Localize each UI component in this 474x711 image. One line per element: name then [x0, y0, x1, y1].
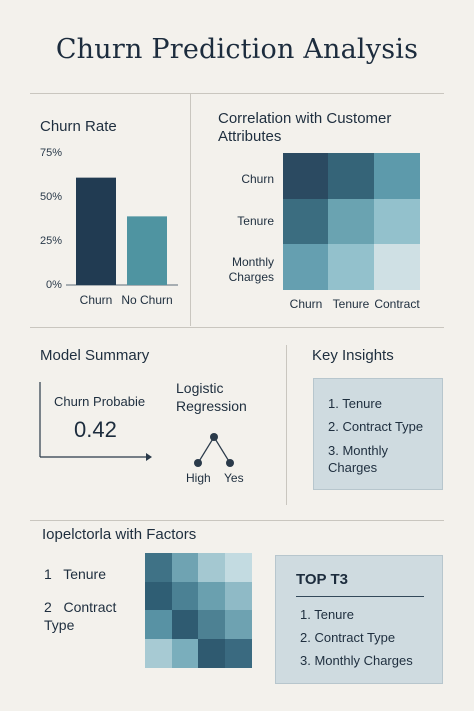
y-tick-0: 0%	[46, 279, 62, 291]
corr-cell-0-1	[328, 153, 375, 199]
corr-cell-1-1	[328, 198, 375, 245]
factor-cell-0-1	[171, 553, 199, 582]
factor-cell-3-3	[224, 638, 252, 668]
divider-vertical-2	[286, 345, 287, 505]
top3-card: TOP T3 1. Tenure 2. Contract Type 3. Mon…	[275, 555, 443, 684]
top3-heading: TOP T3	[296, 571, 348, 588]
factor-cell-0-3	[224, 553, 252, 582]
divider-top	[30, 93, 444, 94]
factor-cell-1-0	[145, 581, 172, 611]
churn-probability-value: 0.42	[74, 417, 117, 442]
corr-cell-0-2	[373, 153, 420, 199]
factor-cell-2-2	[198, 610, 225, 639]
factor-cell-3-1	[171, 638, 199, 668]
key-insights-card: 1. Tenure 2. Contract Type 3. Monthly Ch…	[313, 378, 443, 490]
y-tick-50: 50%	[40, 191, 63, 203]
bar-no-churn	[127, 216, 167, 285]
key-insight-item-1: 1. Tenure	[328, 396, 382, 411]
y-tick-25: 25%	[40, 235, 63, 247]
correlation-heatmap	[283, 153, 420, 291]
key-insight-item-3a: 3. Monthly Charges	[328, 443, 388, 475]
corr-row-monthly-charges: Monthly Charges	[228, 255, 274, 284]
corr-cell-2-2	[373, 244, 420, 291]
y-tick-75: 75%	[40, 147, 63, 159]
factor-cell-3-0	[145, 638, 172, 668]
model-type-line1: Logistic	[176, 380, 224, 396]
factor-cell-1-3	[224, 581, 252, 611]
key-insight-item-2: 2. Contract Type	[328, 419, 424, 434]
factor-cell-0-2	[198, 553, 225, 582]
churn-rate-chart: Churn No Churn	[66, 177, 178, 307]
probability-axis	[39, 382, 152, 461]
divider-vertical-1	[190, 93, 191, 326]
factors-heatmap	[145, 553, 252, 668]
corr-col-churn: Churn	[289, 297, 323, 311]
divider-bottom	[30, 520, 444, 521]
decision-tree-icon	[194, 433, 234, 467]
corr-col-tenure: Tenure	[332, 297, 370, 311]
corr-row-tenure: Tenure	[237, 214, 274, 228]
top3-item-1: 1. Tenure	[300, 607, 354, 622]
x-label-churn: Churn	[80, 293, 113, 307]
factor-cell-2-3	[224, 610, 252, 639]
factor-cell-2-1	[171, 610, 199, 639]
factors-heading: Iopelctorla with Factors	[42, 526, 197, 543]
factor-item-2: 2 Contract Type	[44, 599, 121, 633]
churn-rate-heading: Churn Rate	[40, 118, 117, 135]
top3-item-2: 2. Contract Type	[300, 630, 396, 645]
node-label-yes: Yes	[224, 471, 244, 485]
corr-row-churn: Churn	[241, 172, 274, 186]
model-summary-heading: Model Summary	[40, 347, 150, 364]
top3-item-3: 3. Monthly Charges	[300, 653, 413, 668]
factor-cell-3-2	[198, 638, 225, 668]
factor-cell-1-1	[171, 581, 199, 611]
factor-item-1: 1 Tenure	[44, 566, 107, 582]
key-insights-heading: Key Insights	[312, 347, 394, 364]
corr-cell-2-0	[283, 244, 329, 291]
model-type-line2: Regression	[176, 398, 247, 414]
divider-middle	[30, 327, 444, 328]
factor-cell-2-0	[145, 610, 172, 639]
corr-cell-1-2	[373, 198, 420, 245]
corr-col-contract: Contract	[374, 297, 420, 311]
x-label-no-churn: No Churn	[121, 293, 172, 307]
factor-cell-0-0	[145, 553, 172, 582]
corr-cell-0-0	[283, 153, 329, 199]
page-title: Churn Prediction Analysis	[55, 34, 419, 65]
corr-cell-1-0	[283, 198, 329, 245]
bar-churn	[76, 177, 116, 285]
factor-cell-1-2	[198, 581, 225, 611]
correlation-heading: Correlation with Customer Attributes	[218, 110, 392, 145]
top3-divider	[296, 596, 424, 597]
churn-probability-label: Churn Probabie	[54, 394, 146, 409]
node-label-high: High	[186, 471, 211, 485]
corr-cell-2-1	[328, 244, 375, 291]
